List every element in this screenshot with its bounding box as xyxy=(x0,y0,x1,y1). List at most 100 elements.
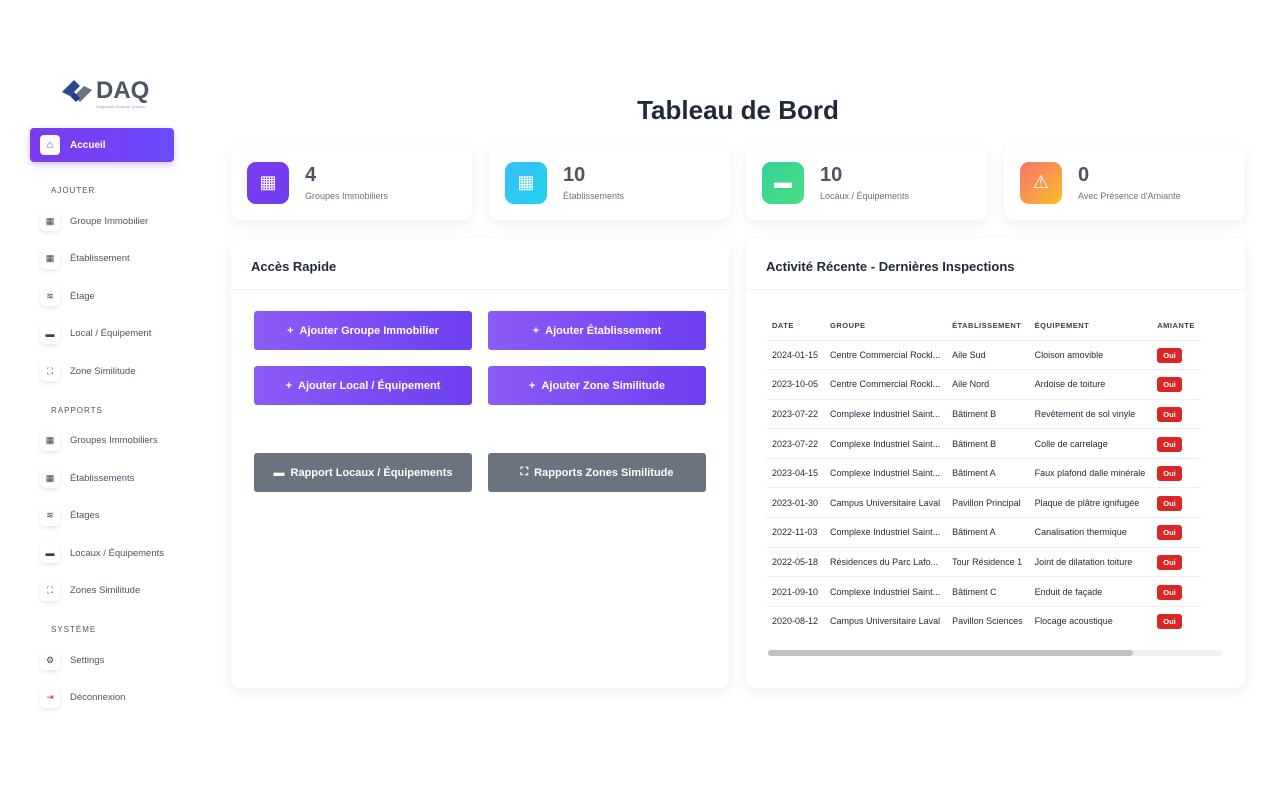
table-row[interactable]: 2024-01-15 Centre Commercial Rockl... Aile… xyxy=(766,339,1201,370)
sidebar-item[interactable]: ≋ Étage xyxy=(40,286,95,306)
table-row[interactable]: 2023-07-22 Complexe Industriel Saint... Bâ… xyxy=(766,428,1201,459)
button-label: Ajouter Zone Similitude xyxy=(541,379,665,392)
table-cell: Centre Commercial Rockl... xyxy=(824,369,947,400)
table-cell: Pavillon Sciences xyxy=(946,605,1029,636)
sidebar-item[interactable]: ▬ Local / Équipement xyxy=(40,323,152,344)
logo-subtitle: Diagnostic Amiante Québec xyxy=(96,104,146,109)
sidebar-item[interactable]: ▬ Locaux / Équipements xyxy=(40,543,164,563)
table-cell: Complexe Industriel Saint... xyxy=(824,576,947,607)
table-cell: Revêtement de sol vinyle xyxy=(1028,398,1152,429)
scrollbar-thumb[interactable] xyxy=(768,650,1133,656)
sidebar-item[interactable]: ▦ Établissement xyxy=(40,248,130,269)
table-cell: 2022-11-03 xyxy=(766,517,825,548)
quick-action-button[interactable]: ⛶ Rapports Zones Similitude xyxy=(488,453,706,492)
sidebar-item-label: Groupes Immobiliers xyxy=(70,435,158,446)
asbestos-badge: Oui xyxy=(1157,377,1182,393)
horizontal-scrollbar[interactable] xyxy=(768,650,1222,656)
button-label: Ajouter Établissement xyxy=(545,324,662,337)
quick-action-button[interactable]: + Ajouter Établissement xyxy=(488,311,706,350)
table-row[interactable]: 2023-01-30 Campus Universitaire Laval Pavi… xyxy=(766,487,1201,518)
table-row[interactable]: 2023-04-15 Complexe Industriel Saint... Bâ… xyxy=(766,457,1201,488)
sidebar-item-label: Étage xyxy=(70,290,95,302)
plus-icon: + xyxy=(529,379,536,392)
box-icon: ▬ xyxy=(40,323,60,344)
table-cell: Campus Universitaire Laval xyxy=(824,487,947,518)
building-icon: ▦ xyxy=(247,161,289,204)
quick-action-button[interactable]: + Ajouter Zone Similitude xyxy=(488,366,706,405)
table-cell: Aile Sud xyxy=(946,339,1029,370)
asbestos-badge: Oui xyxy=(1157,466,1182,482)
table-cell: Ardoise de toiture xyxy=(1028,369,1152,400)
sidebar-item[interactable]: ⛶ Zone Similitude xyxy=(40,361,135,381)
table-cell: Enduit de façade xyxy=(1028,576,1152,607)
plus-icon: + xyxy=(285,379,293,392)
table-row[interactable]: 2022-05-18 Résidences du Parc Lafo... Tour… xyxy=(766,546,1201,577)
sidebar-section-title: RAPPORTS xyxy=(51,405,103,415)
stat-card: ▦ 10 Établissements xyxy=(489,145,730,220)
sidebar-item[interactable]: ⚙ Settings xyxy=(40,650,104,670)
box-icon: ▬ xyxy=(273,466,285,479)
asbestos-badge: Oui xyxy=(1157,554,1182,570)
quick-access-panel: Accès Rapide + Ajouter Groupe Immobilier +… xyxy=(231,238,729,688)
stat-label: Groupes Immobiliers xyxy=(305,191,389,201)
sidebar-item-label: Zone Similitude xyxy=(70,365,136,377)
home-icon: ⌂ xyxy=(40,135,60,155)
table-row[interactable]: 2020-08-12 Campus Universitaire Laval Pavi… xyxy=(766,605,1201,636)
sidebar-item[interactable]: ⛶ Zones Similitude xyxy=(40,580,141,601)
table-cell: Plaque de plâtre ignifugée xyxy=(1028,487,1152,518)
table-row[interactable]: 2023-10-05 Centre Commercial Rockl... Aile… xyxy=(766,369,1201,400)
table-cell: Campus Universitaire Laval xyxy=(824,605,947,636)
table-cell: Canalisation thermique xyxy=(1028,517,1152,548)
box-icon: ▬ xyxy=(40,543,60,563)
table-cell: Faux plafond dalle minérale xyxy=(1028,457,1152,488)
sidebar-item-label: Établissement xyxy=(70,253,130,264)
button-label: Ajouter Local / Équipement xyxy=(298,379,441,392)
quick-action-button[interactable]: ▬ Rapport Locaux / Équipements xyxy=(254,453,472,492)
sidebar-item[interactable]: ▦ Groupes Immobiliers xyxy=(40,430,158,451)
building-icon: ▦ xyxy=(40,468,60,488)
table-row[interactable]: 2022-11-03 Complexe Industriel Saint... Bâ… xyxy=(766,517,1201,548)
stat-value: 0 xyxy=(1078,164,1090,186)
table-cell: Complexe Industriel Saint... xyxy=(824,398,947,429)
building-icon: ▦ xyxy=(40,248,60,269)
sidebar-item-label: Groupe Immobilier xyxy=(70,215,149,227)
column-header: ÉTABLISSEMENT xyxy=(952,321,1022,331)
sidebar-item-label: Accueil xyxy=(70,139,106,151)
table-cell: Bâtiment A xyxy=(946,517,1029,548)
asbestos-badge: Oui xyxy=(1157,406,1182,422)
sidebar-item-label: Settings xyxy=(70,654,105,666)
quick-action-button[interactable]: + Ajouter Groupe Immobilier xyxy=(254,311,472,350)
table-cell: Bâtiment C xyxy=(946,576,1029,607)
asbestos-badge: Oui xyxy=(1157,495,1182,511)
map-icon: ⛶ xyxy=(40,580,60,601)
sidebar-item[interactable]: ▦ Établissements xyxy=(40,468,134,488)
table-cell: Complexe Industriel Saint... xyxy=(824,457,947,488)
gear-icon: ⚙ xyxy=(40,650,60,670)
sidebar-item[interactable]: ⇥ Déconnexion xyxy=(40,687,126,708)
sidebar-item-accueil[interactable]: ⌂ Accueil xyxy=(30,128,174,162)
button-label: Ajouter Groupe Immobilier xyxy=(299,324,439,337)
column-header: AMIANTE xyxy=(1157,321,1195,331)
logo-text: DAQ xyxy=(96,77,150,104)
sidebar-item[interactable]: ≋ Étages xyxy=(40,505,100,526)
quick-action-button[interactable]: + Ajouter Local / Équipement xyxy=(254,366,472,405)
layers-icon: ≋ xyxy=(40,286,60,306)
sidebar-item-label: Local / Équipement xyxy=(70,328,152,339)
asbestos-badge: Oui xyxy=(1157,525,1182,541)
sidebar-item-label: Zones Similitude xyxy=(70,585,141,596)
logo-mark-icon xyxy=(62,80,92,102)
sidebar-section-title: AJOUTER xyxy=(51,186,96,195)
stat-value: 10 xyxy=(820,164,843,186)
table-row[interactable]: 2021-09-10 Complexe Industriel Saint... Bâ… xyxy=(766,576,1201,607)
table-row[interactable]: 2023-07-22 Complexe Industriel Saint... Bâ… xyxy=(766,398,1201,429)
sidebar-item-label: Locaux / Équipements xyxy=(70,547,165,559)
quick-access-title: Accès Rapide xyxy=(231,238,729,290)
table-cell: Centre Commercial Rockl... xyxy=(824,339,947,370)
sidebar-item[interactable]: ▦ Groupe Immobilier xyxy=(40,211,148,231)
button-label: Rapports Zones Similitude xyxy=(534,466,674,479)
inspections-table: DATE GROUPE ÉTABLISSEMENT ÉQUIPEMENT AMIANTE… xyxy=(766,312,1201,636)
table-cell: 2023-04-15 xyxy=(766,457,825,488)
sidebar-item-label: Déconnexion xyxy=(70,692,126,703)
stat-label: Établissements xyxy=(563,191,625,201)
table-cell: 2022-05-18 xyxy=(766,546,825,577)
